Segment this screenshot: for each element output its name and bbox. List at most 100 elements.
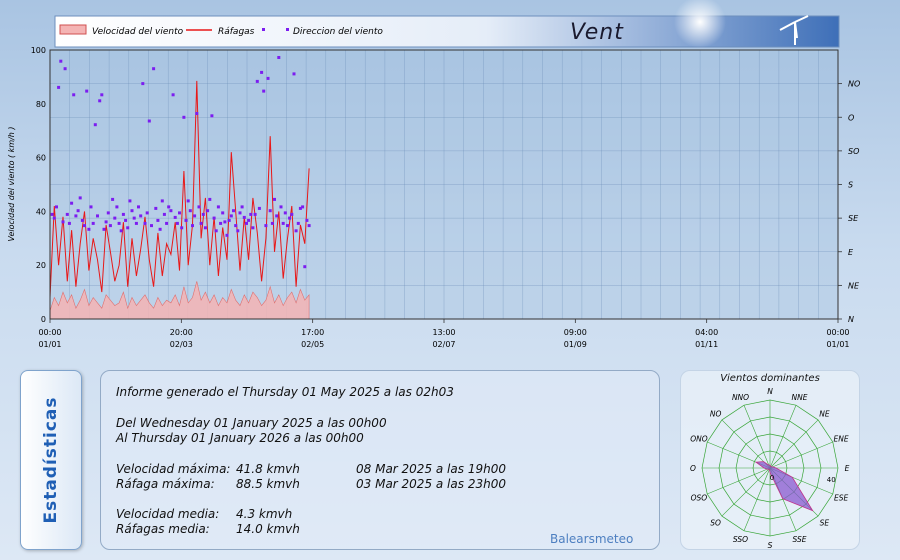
x-axis: 00:00 01/01 20:00 02/03 17:00 02/05 13:00 02/07…: [38, 319, 850, 349]
direction-point: [212, 216, 216, 220]
direction-point: [268, 209, 272, 213]
direction-point: [111, 197, 115, 201]
direction-point: [115, 205, 119, 209]
direction-point: [234, 224, 238, 228]
direction-point: [180, 226, 184, 230]
direction-point: [141, 82, 145, 86]
direction-point: [197, 205, 201, 209]
direction-point: [301, 205, 305, 209]
right-tick-label: NE: [848, 281, 860, 290]
credit-link[interactable]: Balearsmeteo: [550, 532, 634, 546]
x-tick-time: 20:00: [170, 328, 193, 337]
direction-point: [201, 212, 205, 216]
direction-point: [249, 212, 253, 216]
wind-rose: N NNE NE ENE E ESE SE SSE S SSO SO OSO O ONO NO NNO 0 40: [690, 387, 850, 549]
direction-point: [277, 56, 281, 59]
direction-point: [264, 224, 268, 228]
direction-point: [102, 227, 106, 231]
direction-point: [132, 216, 136, 220]
direction-point: [305, 218, 309, 222]
direction-point: [203, 226, 207, 230]
direction-point: [154, 206, 158, 210]
direction-point: [292, 72, 296, 76]
y-axis-label: Velocidad del viento ( km/h ): [7, 126, 16, 241]
wind-rose-panel: Vientos dominantes N NNE NE ENE E ESE SE SSE S SS…: [680, 370, 860, 550]
direction-point: [150, 224, 153, 228]
direction-point: [199, 221, 203, 225]
right-tick-label: SO: [848, 147, 859, 156]
x-tick-time: 17:00: [301, 328, 324, 337]
x-tick-time: 00:00: [826, 328, 849, 337]
max-gust-when: 03 Mar 2025 a las 23h00: [356, 477, 506, 491]
rose-direction-label: NNO: [732, 393, 749, 402]
direction-point: [160, 199, 164, 203]
x-tick-time: 09:00: [564, 328, 587, 337]
rose-direction-label: E: [845, 464, 850, 473]
grid: [50, 50, 838, 319]
avg-speed-label: Velocidad media:: [116, 507, 220, 521]
rose-spoke: [743, 405, 771, 469]
rose-direction-label: ESE: [834, 494, 848, 503]
y-tick-label: 60: [36, 154, 46, 163]
direction-point: [229, 214, 233, 218]
direction-point: [169, 209, 173, 213]
direction-point: [158, 227, 162, 231]
direction-point: [96, 214, 99, 218]
direction-point: [173, 215, 177, 219]
direction-point: [143, 221, 147, 225]
statistics-report: Informe generado el Thursday 01 May 2025…: [100, 370, 660, 550]
direction-point: [283, 211, 287, 215]
direction-point: [303, 265, 307, 269]
direction-point: [307, 224, 311, 228]
direction-point: [186, 199, 190, 203]
direction-point: [121, 212, 125, 216]
direction-point: [182, 115, 186, 119]
y-tick-label: 100: [31, 46, 46, 55]
direction-point: [245, 221, 248, 225]
right-tick-label: E: [848, 248, 854, 257]
direction-point: [236, 229, 240, 233]
direction-point: [134, 221, 138, 225]
direction-point: [206, 209, 210, 213]
right-tick-label: SE: [848, 214, 859, 223]
max-speed-value: 41.8 kmvh: [236, 462, 300, 476]
x-tick-time: 00:00: [38, 328, 61, 337]
direction-point: [273, 197, 276, 201]
direction-point: [89, 205, 93, 209]
direction-point: [100, 93, 104, 97]
direction-point: [288, 216, 292, 220]
x-tick-time: 13:00: [432, 328, 455, 337]
wind-turbine-icon: [779, 15, 809, 45]
rose-direction-label: ENE: [834, 435, 849, 444]
direction-point: [67, 221, 71, 225]
direction-point: [85, 89, 89, 93]
direction-point: [260, 70, 264, 74]
rose-direction-label: SSO: [733, 535, 748, 544]
direction-point: [294, 229, 298, 233]
wind-chart: Velocidad del viento Ráfagas Direccion d…: [7, 0, 860, 349]
direction-point: [59, 59, 63, 63]
rose-spoke: [721, 419, 771, 469]
x-tick-date: 02/03: [170, 340, 193, 349]
rose-polygon: [754, 461, 814, 512]
rose-direction-label: SE: [820, 518, 830, 527]
direction-point: [290, 212, 294, 216]
avg-gust-value: 14.0 kmvh: [236, 522, 300, 536]
gust-series: [49, 80, 310, 298]
direction-point: [171, 93, 175, 97]
direction-point: [188, 209, 192, 213]
rose-spoke: [743, 467, 771, 531]
right-tick-label: N: [848, 315, 854, 324]
direction-point: [240, 205, 244, 209]
direction-point: [72, 93, 76, 97]
direction-point: [50, 212, 54, 216]
direction-point: [238, 211, 242, 215]
legend-direction-dot: [286, 28, 289, 31]
statistics-tab[interactable]: Estadísticas: [20, 370, 82, 550]
speed-area: [49, 281, 310, 320]
report-generated: Informe generado el Thursday 01 May 2025…: [116, 385, 454, 399]
direction-point: [175, 221, 179, 225]
direction-point: [162, 212, 166, 216]
direction-point: [78, 196, 82, 200]
x-tick-date: 01/01: [38, 340, 61, 349]
